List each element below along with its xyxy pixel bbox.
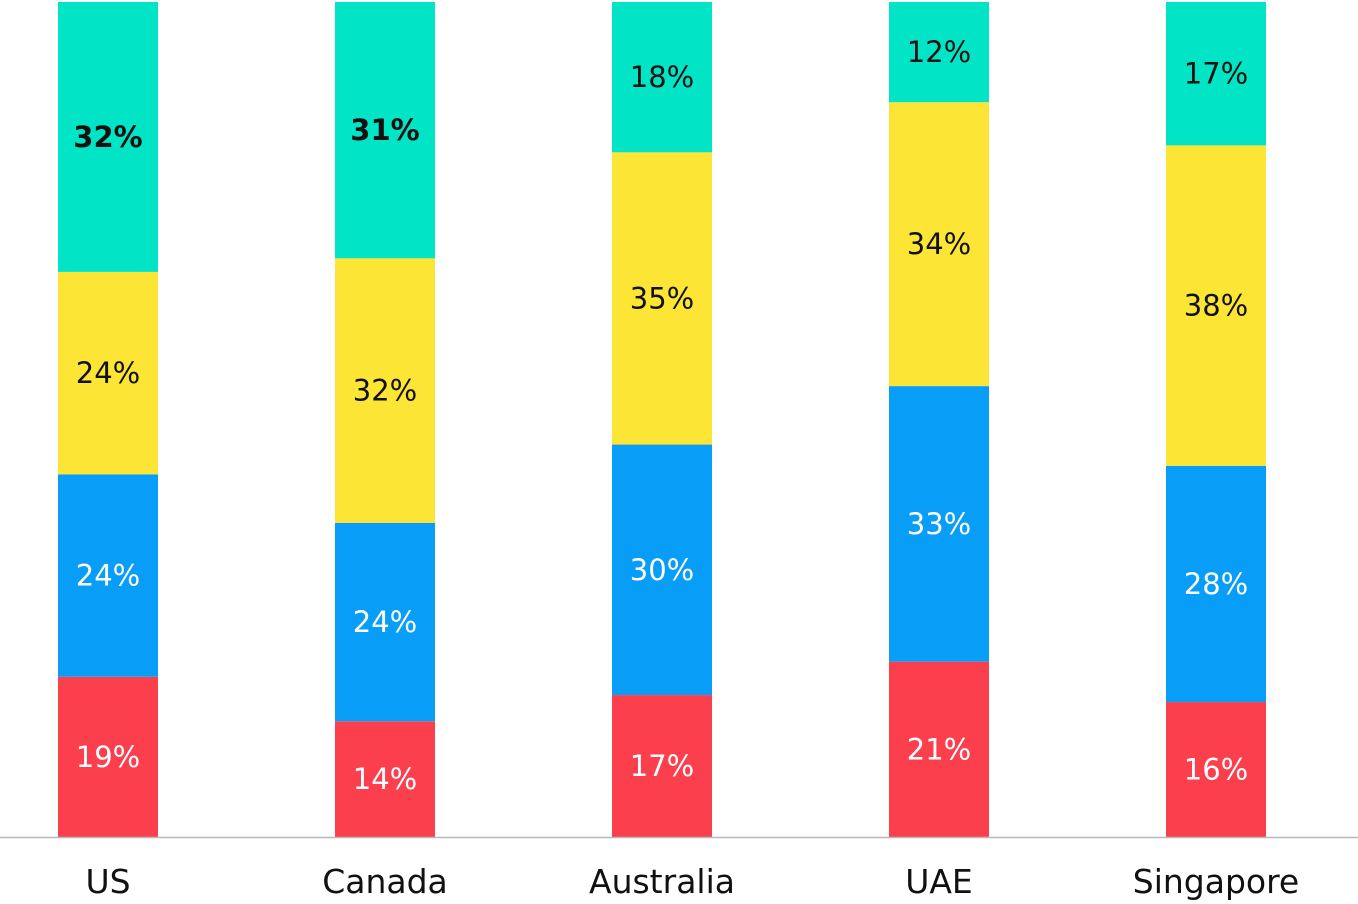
bar-segment-singapore-4 — [1166, 2, 1266, 146]
data-label-canada-4: 31% — [350, 113, 419, 147]
data-label-australia-3: 35% — [630, 281, 694, 315]
bar-segment-australia-2 — [612, 444, 712, 696]
data-label-us-1: 19% — [76, 740, 140, 774]
bars-group: 19% 24% 24% 32% 14% 24% 32% 31% 17% 30% 35% 18% 21% 3… — [58, 2, 1266, 837]
data-label-us-3: 24% — [76, 356, 140, 390]
data-label-canada-1: 14% — [353, 762, 417, 796]
bar-segment-us-1 — [58, 676, 158, 837]
bar-segment-canada-1 — [335, 721, 435, 837]
category-label-us: US — [85, 862, 130, 901]
category-label-canada: Canada — [322, 862, 448, 901]
category-label-uae: UAE — [905, 862, 973, 901]
data-label-singapore-2: 28% — [1184, 567, 1248, 601]
bar-segment-canada-2 — [335, 522, 435, 722]
data-label-australia-2: 30% — [630, 553, 694, 587]
bar-segment-uae-4 — [889, 2, 989, 103]
data-label-uae-3: 34% — [907, 227, 971, 261]
category-label-singapore: Singapore — [1133, 862, 1299, 901]
data-label-canada-3: 32% — [353, 374, 417, 408]
bar-segment-canada-4 — [335, 2, 435, 259]
data-label-uae-2: 33% — [907, 507, 971, 541]
category-label-australia: Australia — [589, 862, 735, 901]
bar-segment-canada-3 — [335, 258, 435, 523]
data-label-canada-2: 24% — [353, 605, 417, 639]
data-label-uae-4: 12% — [907, 35, 971, 69]
data-label-us-4: 32% — [73, 120, 142, 154]
data-label-singapore-3: 38% — [1184, 289, 1248, 323]
bar-segment-uae-1 — [889, 661, 989, 837]
bar-segment-uae-2 — [889, 386, 989, 662]
bar-segment-australia-3 — [612, 152, 712, 445]
data-label-singapore-1: 16% — [1184, 753, 1248, 787]
data-label-us-2: 24% — [76, 559, 140, 593]
bar-segment-australia-4 — [612, 2, 712, 153]
bar-segment-us-3 — [58, 271, 158, 475]
bar-segment-uae-3 — [889, 102, 989, 387]
bar-segment-australia-1 — [612, 695, 712, 837]
bar-segment-us-4 — [58, 2, 158, 272]
bar-segment-singapore-1 — [1166, 702, 1266, 837]
bar-segment-singapore-3 — [1166, 145, 1266, 466]
data-label-australia-4: 18% — [630, 60, 694, 94]
bar-segment-singapore-2 — [1166, 465, 1266, 703]
category-labels-group: US Canada Australia UAE Singapore — [85, 862, 1299, 901]
data-label-australia-1: 17% — [630, 749, 694, 783]
data-label-singapore-4: 17% — [1184, 57, 1248, 91]
data-label-uae-1: 21% — [907, 732, 971, 766]
bar-segment-us-2 — [58, 474, 158, 677]
